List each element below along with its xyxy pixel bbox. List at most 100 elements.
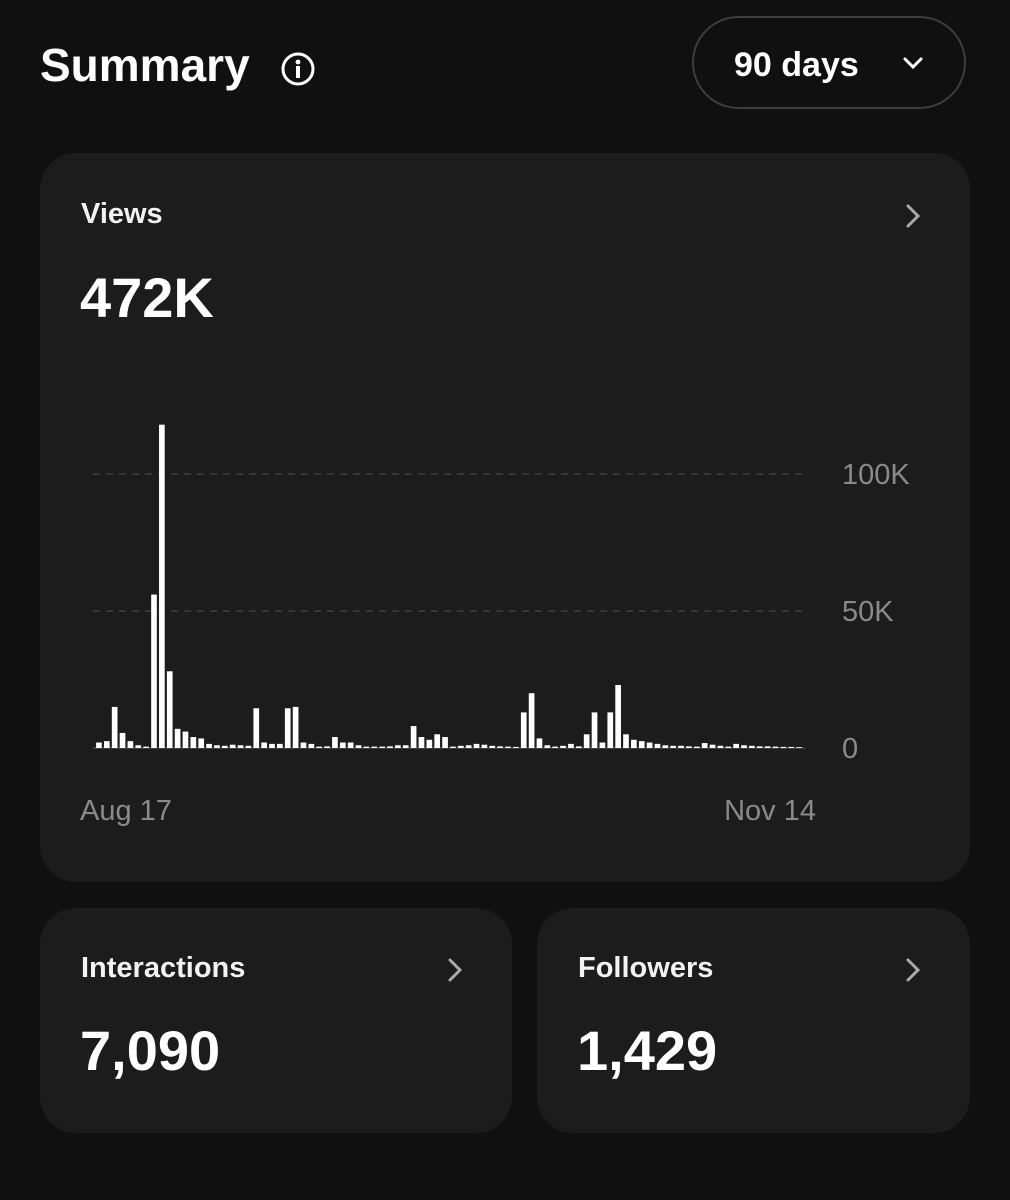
bar [701, 743, 708, 748]
bar [387, 746, 393, 748]
range-label: 90 days [734, 46, 859, 84]
bar [127, 741, 134, 748]
bar [528, 693, 535, 748]
bar [442, 737, 448, 748]
bar [324, 746, 330, 748]
bar [520, 712, 527, 748]
bar [355, 745, 362, 748]
bar [182, 731, 189, 748]
bar [505, 746, 511, 748]
dropdown-icon [903, 57, 923, 70]
card-label: Followers [578, 952, 714, 984]
bar [489, 745, 496, 748]
bar [395, 745, 401, 748]
bar [670, 745, 677, 748]
bar [316, 746, 323, 748]
bar [174, 728, 181, 748]
bar [418, 737, 425, 748]
card-label: Views [81, 198, 163, 230]
bar [615, 684, 621, 748]
bar [780, 746, 787, 748]
card-value: 472K [80, 266, 214, 329]
chevron [906, 958, 921, 982]
bar [221, 745, 228, 748]
bar [733, 743, 739, 748]
bar [741, 745, 747, 748]
bar [497, 746, 503, 748]
bar [583, 734, 590, 748]
bar [253, 708, 260, 748]
bar [646, 742, 653, 748]
bar [214, 745, 220, 748]
bar [103, 741, 110, 748]
bar [347, 742, 354, 748]
bar [631, 739, 637, 748]
bar [575, 746, 582, 748]
bar [284, 708, 291, 748]
bar [339, 742, 346, 748]
bar [292, 706, 299, 748]
bar [143, 746, 149, 748]
chevron [448, 958, 463, 982]
card-value: 7,090 [80, 1019, 221, 1082]
bar [119, 732, 126, 748]
bar [332, 737, 338, 748]
bar [371, 746, 378, 748]
bar [277, 743, 283, 748]
bar [560, 745, 566, 748]
followers-card[interactable]: Followers 1,429 [537, 908, 970, 1133]
bar [166, 671, 173, 748]
bar [269, 743, 275, 748]
interactions-card[interactable]: Interactions 7,090 [40, 908, 512, 1133]
bar [450, 746, 456, 748]
bar [198, 738, 205, 748]
info-icon[interactable] [280, 51, 316, 87]
bar [568, 743, 574, 748]
bar [135, 745, 142, 748]
bar [111, 706, 118, 748]
bar [788, 746, 795, 748]
bar [300, 742, 307, 748]
bar [678, 745, 684, 748]
bar [686, 746, 692, 748]
bar [410, 726, 417, 748]
y-tick-label: 50K [842, 596, 894, 628]
bar [544, 745, 551, 748]
bar [426, 739, 433, 748]
bar [725, 746, 732, 748]
bar [591, 712, 598, 748]
bar [756, 746, 763, 748]
bar [764, 746, 771, 748]
bar [693, 746, 700, 748]
bar [717, 745, 724, 748]
bar [151, 594, 157, 748]
bar [662, 745, 669, 748]
bar [465, 745, 472, 748]
bar [308, 743, 315, 748]
bar [638, 741, 645, 748]
bar [796, 747, 802, 748]
bar [607, 712, 614, 748]
bar [552, 746, 559, 748]
bar [261, 742, 267, 748]
bar [709, 744, 716, 748]
bar [749, 745, 755, 748]
bar [473, 743, 480, 748]
bar [481, 744, 488, 748]
title: Summary [40, 39, 250, 91]
bar [96, 742, 102, 748]
bar [623, 734, 629, 748]
chevron [906, 204, 921, 228]
bar [245, 745, 252, 748]
y-tick-label: 100K [842, 459, 910, 491]
bar [363, 746, 370, 748]
bar [206, 743, 212, 748]
bar [379, 746, 385, 748]
bar [599, 742, 606, 748]
y-tick-label: 0 [842, 733, 858, 765]
range-selector[interactable]: 90 days [692, 16, 966, 109]
views-chart: 0 50K 100K Aug 17 Nov 14 [80, 424, 910, 827]
bar [229, 744, 236, 748]
views-card[interactable]: Views 472K 0 50K 100K Aug 17 Nov 14 [40, 153, 970, 882]
